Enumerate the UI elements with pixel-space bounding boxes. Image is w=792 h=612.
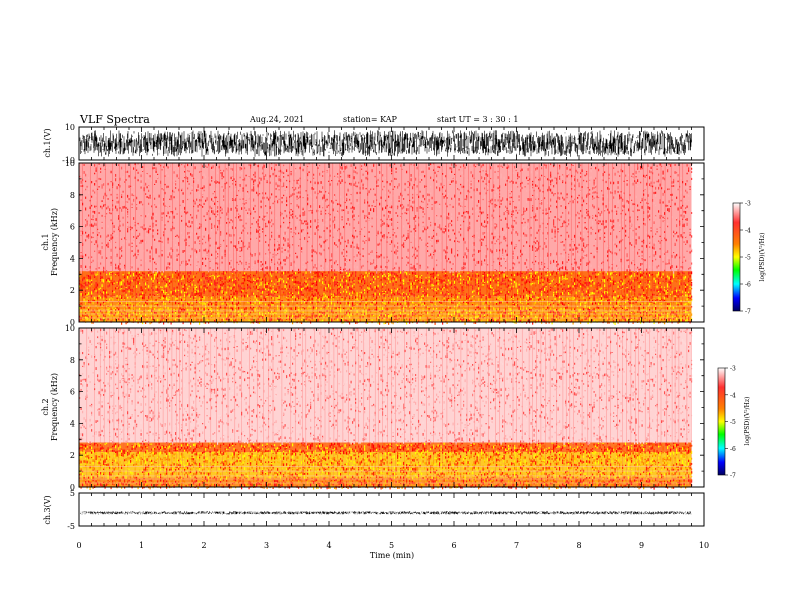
x-tick-label: 1 xyxy=(139,541,144,550)
ch1-colorbar-label: log(PSD)(V²/Hz) xyxy=(759,233,766,282)
ch1-spectrogram-y-axis: 0 2 4 6 8 10 xyxy=(65,159,704,327)
colorbar-tick-label: -4 xyxy=(730,392,736,399)
y-tick-label: 10 xyxy=(65,324,75,333)
ch2-spectrogram-panel: 0 2 4 6 8 10 ch.2 Frequency (kHz) xyxy=(41,324,705,492)
spectrogram-speckle xyxy=(79,296,693,312)
y-tick-label: 2 xyxy=(70,286,75,295)
ch2-colorbar-label: log(PSD)(V²/Hz) xyxy=(744,397,751,446)
x-tick-label: 3 xyxy=(264,541,269,550)
x-tick-label: 2 xyxy=(201,541,206,550)
x-tick-label: 0 xyxy=(76,541,81,550)
ch2-colorbar-scale xyxy=(717,367,726,476)
colorbar-tick-label: -5 xyxy=(730,419,736,426)
spectrogram-speckle xyxy=(79,271,693,300)
y-tick-label: 6 xyxy=(70,388,75,397)
y-tick-label: 4 xyxy=(70,419,75,428)
y-tick-label: 0 xyxy=(70,483,75,492)
spectrogram-speckle xyxy=(80,309,691,325)
colorbar-tick-label: -6 xyxy=(745,282,751,289)
y-tick-label: 10 xyxy=(65,159,75,168)
ch1-waveform-panel: 10-10 ch.1(V) xyxy=(43,123,705,165)
ch2-colorbar: -3 -4 -5 -6 -7 log(PSD)(V²/Hz) xyxy=(717,366,751,480)
y-ticks xyxy=(79,327,704,488)
waveform-line xyxy=(79,130,692,157)
y-ticks xyxy=(79,162,704,323)
y-tick-label: 0 xyxy=(70,318,75,327)
colorbar-tick-label: -3 xyxy=(745,201,751,208)
x-tick-label: 7 xyxy=(514,541,519,550)
ch1-spectrogram-image xyxy=(78,163,693,325)
time-ticks xyxy=(78,127,705,526)
spectrogram-band xyxy=(79,328,692,443)
spectrogram-speckle xyxy=(79,296,693,312)
x-tick-label: 8 xyxy=(576,541,581,550)
x-tick-label: 6 xyxy=(451,541,456,550)
y-tick-label: 2 xyxy=(70,451,75,460)
ch1-colorbar-scale xyxy=(732,202,741,312)
ch3-waveform-y-axis: 5 -5 xyxy=(67,489,75,531)
y-tick-label: 4 xyxy=(70,254,75,263)
ch1-spectrogram-panel: 0 2 4 6 8 10 ch.1 Frequency (kHz) xyxy=(41,159,705,327)
time-axis: 0 1 2 3 4 5 6 7 8 9 10 xyxy=(76,127,709,550)
ch1-waveform-ylabel: ch.1(V) xyxy=(43,128,52,157)
spectrogram-speckle xyxy=(79,328,693,445)
y-tick-label: -10 xyxy=(62,156,75,165)
spectrogram-band xyxy=(79,163,692,272)
x-tick-label: 5 xyxy=(389,541,394,550)
colorbar-tick-label: -6 xyxy=(730,446,736,453)
ch2-spectrogram-y-axis: 0 2 4 6 8 10 xyxy=(65,324,704,492)
time-axis-label: Time (min) xyxy=(370,551,414,560)
colorbar-tick-label: -7 xyxy=(745,309,751,316)
x-tick-label: 4 xyxy=(326,541,331,550)
spectrogram-speckle xyxy=(79,452,693,481)
x-tick-label: 10 xyxy=(699,541,709,550)
y-tick-label: 5 xyxy=(70,489,75,498)
colorbar-tick-label: -4 xyxy=(745,228,751,235)
ch3-waveform-ylabel: ch.3(V) xyxy=(43,495,52,524)
ch3-waveform-frame xyxy=(78,492,705,527)
ch1-channel-label: ch.1 xyxy=(41,233,50,250)
ch3-waveform-panel: 5 -5 ch.3(V) xyxy=(43,489,705,531)
spectrogram-speckle xyxy=(82,296,693,312)
date-label: Aug.24, 2021 xyxy=(250,115,305,124)
y-tick-label: -5 xyxy=(67,522,75,531)
ch2-colorbar-ticks: -3 -4 -5 -6 -7 xyxy=(725,366,736,480)
ch2-spectrogram-image xyxy=(78,328,693,490)
ch2-channel-label: ch.2 xyxy=(41,398,50,415)
y-tick-label: 8 xyxy=(70,191,75,200)
colorbar-tick-label: -3 xyxy=(730,366,736,373)
ch1-colorbar-ticks: -3 -4 -5 -6 -7 xyxy=(740,201,751,316)
y-tick-label: 8 xyxy=(70,356,75,365)
y-tick-label: 10 xyxy=(65,123,75,132)
ch1-waveform-trace xyxy=(79,130,692,157)
spectrogram-speckle xyxy=(79,271,691,300)
colorbar-tick-label: -5 xyxy=(745,255,751,262)
y-tick-label: 6 xyxy=(70,223,75,232)
ch1-colorbar: -3 -4 -5 -6 -7 log(PSD)(V²/Hz) xyxy=(732,201,766,316)
spectrogram-speckle xyxy=(80,309,693,325)
ch2-frequency-label: Frequency (kHz) xyxy=(50,373,59,441)
spectrogram-speckle xyxy=(80,271,693,300)
ch1-frequency-label: Frequency (kHz) xyxy=(50,208,59,276)
x-tick-label: 9 xyxy=(639,541,644,550)
station-label: station= KAP xyxy=(343,115,397,124)
ch1-waveform-y-axis: 10-10 xyxy=(62,123,75,165)
colorbar-tick-label: -7 xyxy=(730,473,736,480)
start-time-label: start UT = 3 : 30 : 1 xyxy=(437,115,519,124)
chart-title: VLF Spectra xyxy=(80,113,150,126)
